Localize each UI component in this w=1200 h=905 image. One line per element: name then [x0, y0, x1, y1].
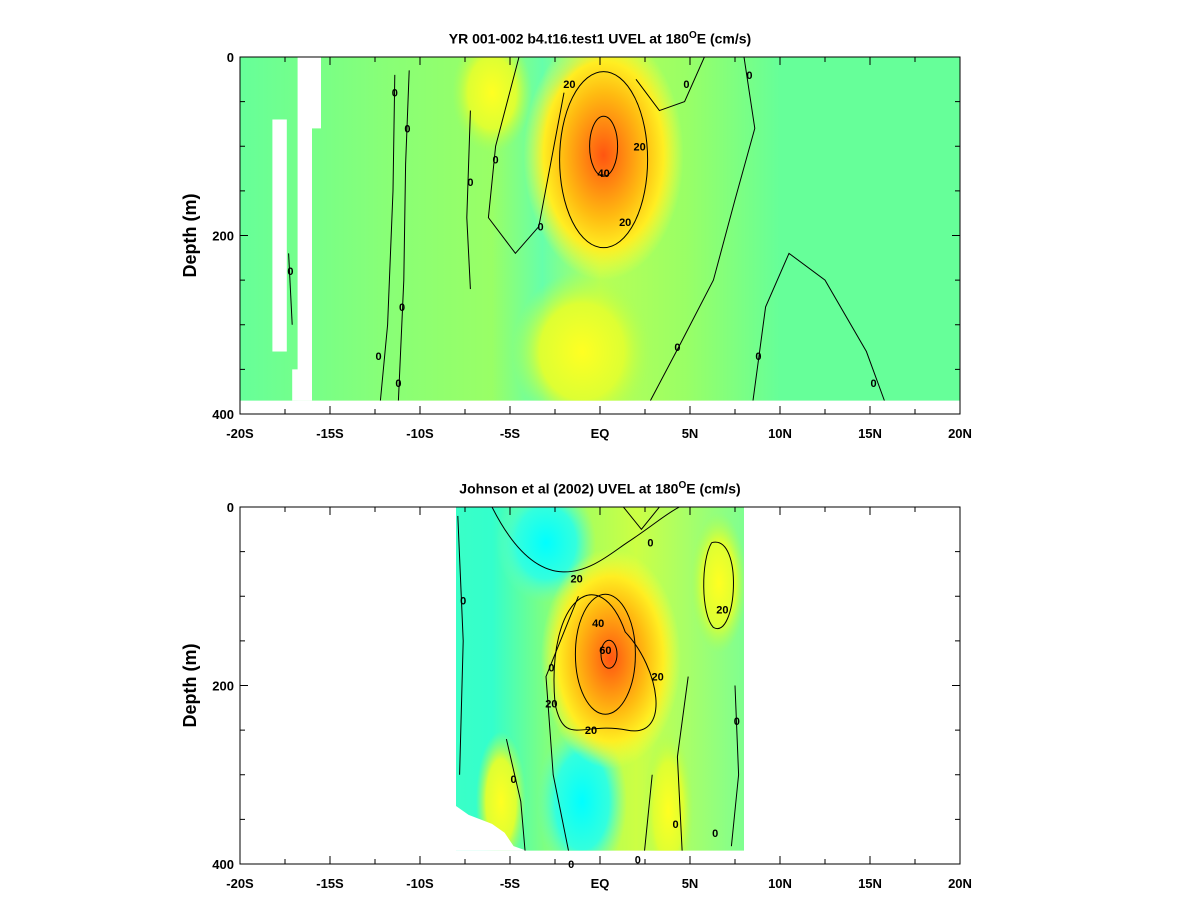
x-tick-label: 20N	[948, 876, 972, 891]
contour-label: 40	[597, 168, 609, 180]
contour-label: 0	[460, 596, 466, 608]
x-tick-label: -20S	[226, 876, 254, 891]
contour-label: 40	[592, 618, 604, 630]
x-tick-label: 5N	[682, 426, 699, 441]
contour-label: 0	[647, 538, 653, 550]
x-tick-label: 10N	[768, 426, 792, 441]
contour-label: 0	[376, 351, 382, 363]
x-tick-label: -10S	[406, 876, 434, 891]
bottom-panel: Johnson et al (2002) UVEL at 180OE (cm/s…	[0, 450, 1200, 900]
x-tick-label: -10S	[406, 426, 434, 441]
x-tick-label: -15S	[316, 426, 344, 441]
contour-label: 0	[493, 155, 499, 167]
y-axis-label: Depth (m)	[180, 194, 200, 278]
contour-label: 20	[651, 672, 663, 684]
contour-label: 0	[635, 855, 641, 867]
title-superscript: O	[688, 30, 697, 41]
x-tick-label: EQ	[591, 876, 610, 891]
title-text: Johnson et al (2002) UVEL at 180	[459, 480, 679, 497]
contour-label: 0	[871, 378, 877, 390]
x-tick-label: 10N	[768, 876, 792, 891]
y-tick-label: 200	[212, 229, 234, 244]
velocity-field	[456, 507, 744, 851]
contour-label: 0	[712, 828, 718, 840]
contour-label: 0	[683, 79, 689, 91]
contour-label: 0	[548, 663, 554, 675]
contour-label: 20	[563, 79, 575, 91]
velocity-field	[240, 57, 960, 401]
contour-label: 0	[746, 70, 752, 82]
top-panel: YR 001-002 b4.t16.test1 UVEL at 180OE (c…	[0, 0, 1200, 450]
velocity-section-chart: 0 0 0 0 0 0 0 0 0 20 20 20 20 20 40 60 -20S -15S -10S -5S EQ…	[180, 500, 972, 891]
contour-label: 0	[734, 716, 740, 728]
x-tick-label: EQ	[591, 426, 610, 441]
title-text: YR 001-002 b4.t16.test1 UVEL at 180	[448, 30, 689, 47]
y-tick-label: 0	[227, 500, 234, 515]
x-tick-label: 20N	[948, 426, 972, 441]
contour-label: 0	[392, 88, 398, 100]
chart-title: YR 001-002 b4.t16.test1 UVEL at 180OE (c…	[0, 30, 1200, 47]
contour-label: 0	[467, 177, 473, 189]
chart-title: Johnson et al (2002) UVEL at 180OE (cm/s…	[0, 480, 1200, 497]
contour-label: 20	[545, 698, 557, 710]
x-tick-label: -5S	[500, 876, 521, 891]
y-axis-label: Depth (m)	[180, 644, 200, 728]
x-tick-label: 15N	[858, 876, 882, 891]
contour-lines	[288, 57, 885, 401]
y-tick-label: 0	[227, 50, 234, 65]
contour-label: 0	[674, 342, 680, 354]
title-units: E (cm/s)	[686, 480, 741, 497]
contour-label: 20	[570, 573, 582, 585]
contour-label: 0	[511, 774, 517, 786]
y-tick-label: 400	[212, 857, 234, 872]
contour-label: 0	[399, 302, 405, 314]
contour-label: 0	[673, 819, 679, 831]
velocity-section-chart: 0 0 0 0 0 0 0 0 0 0 0 0 0 0 20 20 20 40 -20S -15S -10S -5S EQ 5…	[180, 50, 972, 441]
x-tick-label: 15N	[858, 426, 882, 441]
contour-label: 0	[404, 123, 410, 135]
contour-label: 60	[599, 645, 611, 657]
contour-label: 0	[395, 378, 401, 390]
contour-label: 20	[619, 217, 631, 229]
title-units: E (cm/s)	[696, 30, 752, 47]
y-tick-label: 200	[212, 679, 234, 694]
contour-lines	[457, 507, 740, 851]
contour-label: 20	[585, 725, 597, 737]
contour-label: 0	[538, 222, 544, 234]
x-tick-label: 5N	[682, 876, 699, 891]
contour-label: 20	[633, 141, 645, 153]
x-tick-label: -15S	[316, 876, 344, 891]
title-superscript: O	[678, 480, 687, 491]
contour-label: 0	[755, 351, 761, 363]
contour-label: 0	[568, 859, 574, 871]
contour-label: 20	[716, 605, 728, 617]
x-tick-label: -5S	[500, 426, 521, 441]
x-tick-label: -20S	[226, 426, 254, 441]
contour-label: 0	[287, 266, 293, 278]
y-tick-label: 400	[212, 407, 234, 422]
